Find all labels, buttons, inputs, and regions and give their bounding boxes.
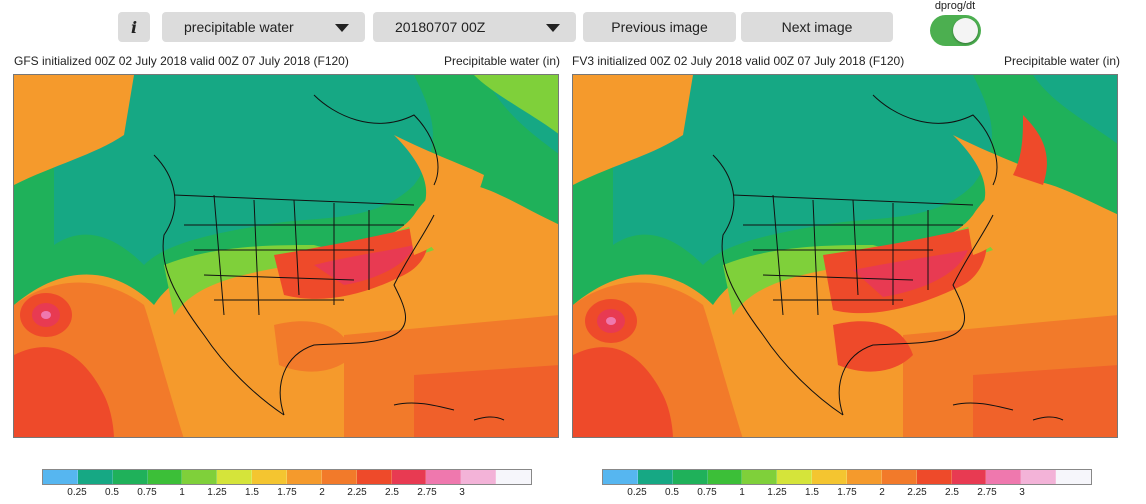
colorbar-swatch — [742, 470, 778, 484]
info-button[interactable]: i — [118, 12, 150, 42]
gfs-panel-variable: Precipitable water (in) — [443, 54, 560, 68]
colorbar-swatch — [147, 470, 183, 484]
gfs-map-image — [14, 75, 558, 437]
cycle-select[interactable]: 20180707 00Z — [373, 12, 576, 42]
colorbar-tick-label: 2 — [319, 487, 325, 498]
colorbar-tick-label: 2.25 — [347, 487, 367, 498]
colorbar-swatch — [916, 470, 952, 484]
colorbar-tick-label: 0.75 — [697, 487, 717, 498]
colorbar-swatch — [672, 470, 708, 484]
colorbar-swatch — [426, 470, 462, 484]
fv3-colorbar-ticks: 0.25 0.5 0.75 1 1.25 1.5 1.75 2 2.25 2.5 2.75 3 — [602, 487, 1092, 501]
colorbar-tick-label: 1.75 — [277, 487, 297, 498]
colorbar-tick-label: 1.5 — [805, 487, 819, 498]
colorbar-tick-label: 2.5 — [385, 487, 399, 498]
colorbar-swatch — [496, 470, 532, 484]
toggle-knob — [953, 18, 978, 43]
colorbar-swatch — [182, 470, 218, 484]
colorbar-tick-label: 1.25 — [767, 487, 787, 498]
colorbar-swatch — [356, 470, 392, 484]
colorbar-tick-label: 0.5 — [665, 487, 679, 498]
colorbar-tick-label: 0.25 — [67, 487, 87, 498]
colorbar-tick-label: 0.5 — [105, 487, 119, 498]
colorbar-swatch — [986, 470, 1022, 484]
colorbar-swatch — [252, 470, 288, 484]
product-select[interactable]: precipitable water — [162, 12, 365, 42]
colorbar-swatch — [707, 470, 743, 484]
colorbar-tick-label: 0.75 — [137, 487, 157, 498]
gfs-colorbar — [42, 469, 532, 485]
colorbar-tick-label: 1.75 — [837, 487, 857, 498]
colorbar-tick-label: 2.75 — [977, 487, 997, 498]
colorbar-swatch — [812, 470, 848, 484]
colorbar-tick-label: 1.25 — [207, 487, 227, 498]
colorbar-swatch — [112, 470, 148, 484]
colorbar-tick-label: 1 — [179, 487, 185, 498]
colorbar-tick-label: 3 — [459, 487, 465, 498]
colorbar-swatch — [321, 470, 357, 484]
fv3-panel-variable: Precipitable water (in) — [1003, 54, 1120, 68]
colorbar-swatch — [637, 470, 673, 484]
fv3-panel-title: FV3 initialized 00Z 02 July 2018 valid 0… — [572, 54, 905, 68]
dprog-dt-label: dprog/dt — [934, 0, 976, 12]
colorbar-tick-label: 2.75 — [417, 487, 437, 498]
colorbar-tick-label: 2 — [879, 487, 885, 498]
colorbar-swatch — [777, 470, 813, 484]
colorbar-swatch — [77, 470, 113, 484]
colorbar-swatch — [217, 470, 253, 484]
colorbar-swatch — [847, 470, 882, 484]
colorbar-tick-label: 3 — [1019, 487, 1025, 498]
next-image-button[interactable]: Next image — [741, 12, 893, 42]
colorbar-tick-label: 1 — [739, 487, 745, 498]
fv3-map-image — [573, 75, 1117, 437]
colorbar-swatch — [461, 470, 497, 484]
colorbar-swatch — [391, 470, 427, 484]
dprog-dt-toggle[interactable] — [930, 15, 981, 46]
colorbar-swatch — [881, 470, 917, 484]
colorbar-swatch — [43, 470, 78, 484]
previous-image-button[interactable]: Previous image — [583, 12, 736, 42]
chevron-down-icon — [546, 24, 560, 32]
chevron-down-icon — [335, 24, 349, 32]
colorbar-swatch — [1021, 470, 1057, 484]
fv3-colorbar — [602, 469, 1092, 485]
colorbar-swatch — [603, 470, 638, 484]
toolbar: i precipitable water 20180707 00Z Previo… — [0, 0, 1146, 50]
gfs-colorbar-ticks: 0.25 0.5 0.75 1 1.25 1.5 1.75 2 2.25 2.5 2.75 3 — [42, 487, 532, 501]
colorbar-swatch — [951, 470, 987, 484]
colorbar-tick-label: 2.5 — [945, 487, 959, 498]
gfs-panel-title: GFS initialized 00Z 02 July 2018 valid 0… — [14, 54, 349, 68]
gfs-map — [13, 74, 559, 438]
cycle-select-value: 20180707 00Z — [395, 19, 486, 35]
product-select-value: precipitable water — [184, 19, 294, 35]
colorbar-swatch — [1056, 470, 1092, 484]
colorbar-tick-label: 2.25 — [907, 487, 927, 498]
fv3-map — [572, 74, 1118, 438]
colorbar-swatch — [287, 470, 322, 484]
colorbar-tick-label: 0.25 — [627, 487, 647, 498]
colorbar-tick-label: 1.5 — [245, 487, 259, 498]
